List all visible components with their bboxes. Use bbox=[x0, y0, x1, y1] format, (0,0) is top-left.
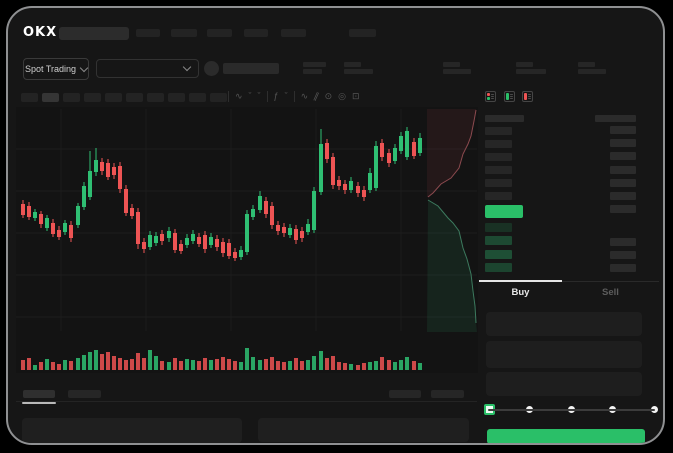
orderbook-size-placeholder bbox=[610, 166, 636, 174]
bottom-panel-placeholder bbox=[258, 418, 469, 442]
bottom-action-placeholder[interactable] bbox=[389, 390, 421, 398]
interval-button-placeholder[interactable] bbox=[189, 93, 206, 102]
interval-button-placeholder[interactable] bbox=[84, 93, 101, 102]
okx-logo: OKX bbox=[23, 25, 58, 40]
orderbook-size-placeholder bbox=[610, 192, 636, 200]
interval-button-placeholder[interactable] bbox=[126, 93, 143, 102]
indicators-icon[interactable]: ƒ bbox=[273, 91, 279, 101]
ask-row-placeholder bbox=[485, 127, 512, 135]
nav-item-placeholder[interactable] bbox=[207, 29, 232, 37]
orderbook-size-placeholder bbox=[610, 264, 636, 272]
order-total-input[interactable] bbox=[486, 372, 642, 396]
order-price-input[interactable] bbox=[486, 312, 642, 336]
app-window: OKX Spot Trading ∿ ˇ ˇ ƒ ˇ ∿ ∥ ⊙ ◎ ⊡ Buy Sell bbox=[6, 6, 665, 445]
buy-submit-button[interactable] bbox=[487, 429, 645, 443]
orderbook-size-placeholder bbox=[610, 179, 636, 187]
ticker-stat-placeholder bbox=[443, 62, 460, 67]
ask-row-placeholder bbox=[485, 166, 512, 174]
ticker-stat-placeholder bbox=[516, 62, 533, 67]
nav-item-placeholder[interactable] bbox=[136, 29, 160, 37]
orderbook-header-placeholder bbox=[485, 115, 524, 122]
chevron-down-icon[interactable]: ˇ bbox=[248, 91, 252, 101]
ask-row-placeholder bbox=[485, 140, 512, 148]
chevron-down-icon[interactable]: ˇ bbox=[284, 91, 288, 101]
divider bbox=[16, 401, 477, 402]
ticker-stat-placeholder bbox=[344, 69, 373, 74]
interval-button-placeholder[interactable] bbox=[21, 93, 38, 102]
orderbook-size-placeholder bbox=[610, 238, 636, 246]
toolbar-separator bbox=[293, 91, 295, 102]
interval-button-placeholder[interactable] bbox=[63, 93, 80, 102]
camera-icon[interactable]: ⊙ bbox=[324, 91, 333, 101]
ticker-stat-placeholder bbox=[443, 69, 471, 74]
orderbook-size-placeholder bbox=[610, 126, 636, 134]
tab-buy[interactable]: Buy bbox=[511, 286, 530, 298]
ask-row-placeholder bbox=[485, 179, 512, 187]
draw-tool-icon[interactable]: ∥ bbox=[312, 90, 321, 102]
interval-button-placeholder[interactable] bbox=[210, 93, 227, 102]
tab-divider bbox=[479, 281, 659, 282]
chart-style-icon[interactable]: ∿ bbox=[235, 91, 243, 101]
ticker-stat-placeholder bbox=[578, 69, 606, 74]
interval-button-active[interactable] bbox=[42, 93, 59, 102]
active-tab-underline bbox=[22, 402, 56, 404]
order-amount-input[interactable] bbox=[486, 341, 642, 368]
slider-track[interactable] bbox=[488, 409, 655, 411]
orderbook-view-both-icon[interactable] bbox=[485, 91, 496, 102]
bottom-tab-placeholder[interactable] bbox=[23, 390, 55, 398]
bid-row-placeholder bbox=[485, 250, 512, 259]
ask-row-placeholder bbox=[485, 192, 512, 200]
bid-row-placeholder bbox=[485, 236, 512, 245]
ticker-stat-placeholder bbox=[303, 69, 322, 74]
interval-button-placeholder[interactable] bbox=[168, 93, 185, 102]
buy-tab-underline bbox=[479, 280, 562, 282]
screen: OKX Spot Trading ∿ ˇ ˇ ƒ ˇ ∿ ∥ ⊙ ◎ ⊡ Buy Sell bbox=[10, 10, 661, 443]
search-placeholder[interactable] bbox=[59, 27, 129, 40]
orderbook-size-placeholder bbox=[610, 139, 636, 147]
market-type-dropdown[interactable]: Spot Trading bbox=[23, 58, 89, 80]
orderbook-size-placeholder bbox=[610, 205, 636, 213]
ticker-stat-placeholder bbox=[344, 62, 361, 67]
interval-button-placeholder[interactable] bbox=[147, 93, 164, 102]
pair-select-dropdown[interactable] bbox=[96, 59, 199, 78]
bid-row-placeholder bbox=[485, 223, 512, 232]
toolbar-separator bbox=[228, 91, 229, 102]
nav-item-placeholder[interactable] bbox=[244, 29, 268, 37]
last-price-bar bbox=[485, 205, 523, 218]
chevron-down-icon bbox=[79, 63, 89, 72]
orderbook-size-placeholder bbox=[610, 152, 636, 160]
orderbook-view-asks-icon[interactable] bbox=[522, 91, 533, 102]
orderbook-header-placeholder bbox=[595, 115, 636, 122]
price-placeholder bbox=[223, 63, 279, 74]
nav-item-placeholder[interactable] bbox=[349, 29, 376, 37]
nav-item-placeholder[interactable] bbox=[281, 29, 306, 37]
interval-button-placeholder[interactable] bbox=[105, 93, 122, 102]
bid-row-placeholder bbox=[485, 263, 512, 272]
ticker-stat-placeholder bbox=[516, 69, 546, 74]
bottom-panel-placeholder bbox=[22, 418, 242, 443]
nav-item-placeholder[interactable] bbox=[171, 29, 197, 37]
candlestick-chart[interactable] bbox=[16, 107, 478, 373]
ticker-stat-placeholder bbox=[578, 62, 595, 67]
market-type-label: Spot Trading bbox=[24, 64, 77, 74]
line-tool-icon[interactable]: ∿ bbox=[300, 91, 309, 101]
ticker-stat-placeholder bbox=[303, 62, 326, 67]
chart-toolbar: ∿ ˇ ˇ ƒ ˇ ∿ ∥ ⊙ ◎ ⊡ bbox=[228, 89, 360, 104]
chevron-down-icon bbox=[182, 62, 192, 72]
orderbook-view-bids-icon[interactable] bbox=[504, 91, 515, 102]
bottom-action-placeholder[interactable] bbox=[431, 390, 464, 398]
bottom-tab-placeholder[interactable] bbox=[68, 390, 101, 398]
chevron-down-icon[interactable]: ˇ bbox=[257, 91, 261, 101]
coin-avatar bbox=[204, 61, 219, 76]
orderbook-size-placeholder bbox=[610, 251, 636, 259]
toolbar-separator bbox=[266, 91, 268, 102]
ask-row-placeholder bbox=[485, 153, 512, 161]
fullscreen-icon[interactable]: ⊡ bbox=[352, 91, 360, 101]
tab-sell[interactable]: Sell bbox=[602, 286, 619, 298]
settings-icon[interactable]: ◎ bbox=[338, 91, 347, 101]
